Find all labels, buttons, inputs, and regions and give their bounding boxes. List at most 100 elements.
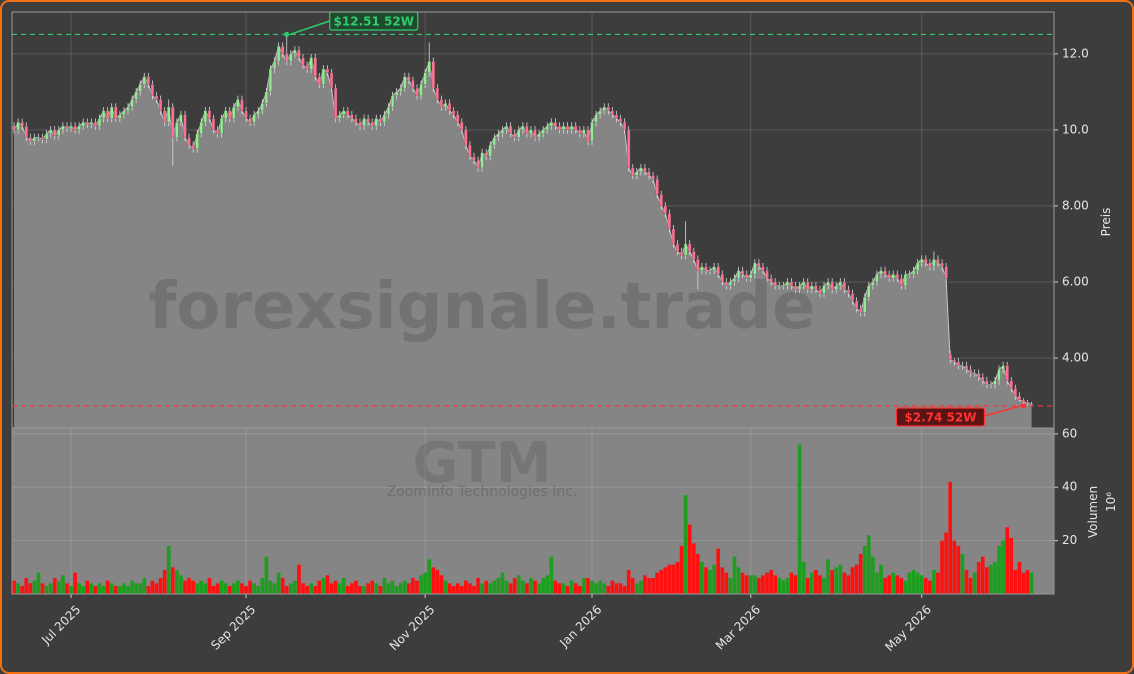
volume-bar (309, 583, 313, 594)
candle-body (810, 285, 814, 290)
candle-body (89, 122, 93, 125)
candle-body (586, 129, 590, 142)
volume-bar (748, 575, 753, 594)
volume-bar (293, 580, 297, 594)
volume-bar (236, 580, 240, 594)
candle-body (36, 137, 41, 139)
volume-bar (248, 580, 252, 594)
candle-body (830, 281, 834, 290)
volume-bar (191, 580, 195, 594)
candle-body (557, 125, 562, 131)
volume-bar (838, 564, 843, 594)
candle-body (407, 76, 411, 81)
volume-bar (781, 580, 786, 594)
candle-body (968, 369, 973, 374)
candle-body (509, 125, 513, 134)
candle-body (146, 76, 150, 85)
candle-body (883, 270, 887, 275)
annotation-arrow-head (284, 31, 290, 37)
volume-bar (1005, 527, 1010, 594)
volume-bar (618, 583, 623, 594)
candle-body (167, 106, 171, 123)
volume-bar (720, 567, 725, 594)
volume-bar (871, 556, 875, 594)
candle-body (895, 274, 899, 279)
candle-body (77, 125, 81, 131)
candle-body (818, 289, 822, 294)
candle-body (769, 278, 773, 283)
candle-body (163, 110, 167, 123)
candle-body (305, 65, 309, 70)
candle-body (456, 114, 460, 123)
volume-bar (537, 583, 541, 594)
volume-bar (77, 583, 81, 594)
candle-body (651, 175, 655, 180)
volume-bar (56, 580, 61, 594)
candle-body (65, 125, 69, 129)
candle-body (1009, 380, 1013, 389)
candle-body (297, 49, 301, 58)
candle-body (655, 179, 659, 195)
candle-body (688, 243, 692, 252)
candle-body (423, 72, 427, 85)
volume-bar (325, 575, 330, 594)
candle-body (175, 122, 179, 138)
volume-bar (883, 577, 887, 594)
volume-bar (370, 580, 375, 594)
candle-body (720, 274, 724, 283)
volume-bar (390, 580, 395, 594)
candle-body (496, 133, 500, 138)
volume-bar (341, 577, 346, 594)
candle-body (671, 228, 676, 245)
volume-bar (976, 561, 981, 594)
annotation: $2.74 52W (895, 403, 1026, 427)
volume-bar (761, 575, 765, 594)
candle-body (521, 125, 525, 131)
price-area (14, 46, 1032, 428)
candle-body (985, 380, 989, 385)
volume-bar (789, 572, 794, 594)
candle-body (863, 297, 867, 313)
volume-bar (484, 580, 489, 594)
volume-bar (830, 569, 834, 594)
candle-body (73, 125, 77, 131)
company-watermark: ZoomInfo Technologies Inc. (387, 484, 578, 500)
candle-body (989, 384, 993, 386)
volume-bar (427, 559, 432, 594)
volume-bar (1025, 569, 1030, 594)
candle-body (1030, 403, 1034, 405)
volume-bar (704, 567, 708, 594)
volume-bar (126, 585, 130, 594)
volume-bar (582, 577, 586, 594)
volume-bar (989, 564, 993, 594)
volume-bar (211, 585, 216, 594)
candle-body (956, 361, 960, 366)
candle-body (944, 266, 948, 279)
volume-bar (980, 556, 985, 594)
volume-bar (651, 577, 655, 594)
volume-bar (1009, 537, 1014, 594)
candle-body (256, 110, 260, 115)
volume-bar (643, 575, 647, 594)
volume-frame (11, 427, 1055, 595)
annotation-box (895, 407, 986, 427)
candle-body (635, 171, 639, 176)
volume-bar (118, 585, 122, 594)
candle-body (977, 373, 981, 378)
candle-body (325, 68, 330, 73)
candle-body (110, 106, 114, 119)
candle-body (859, 308, 863, 313)
volume-bar (130, 580, 134, 594)
candle-body (757, 262, 761, 267)
candle-body (1005, 365, 1009, 381)
candle-body (993, 380, 997, 385)
candle-body (187, 137, 191, 146)
candle-body (679, 251, 684, 256)
candle-body (232, 106, 236, 119)
candle-body (40, 137, 45, 140)
candle-body (907, 274, 912, 276)
volume-bar (480, 583, 484, 594)
candle-body (822, 285, 826, 294)
volume-bar (993, 561, 997, 594)
candle-body (574, 125, 578, 131)
